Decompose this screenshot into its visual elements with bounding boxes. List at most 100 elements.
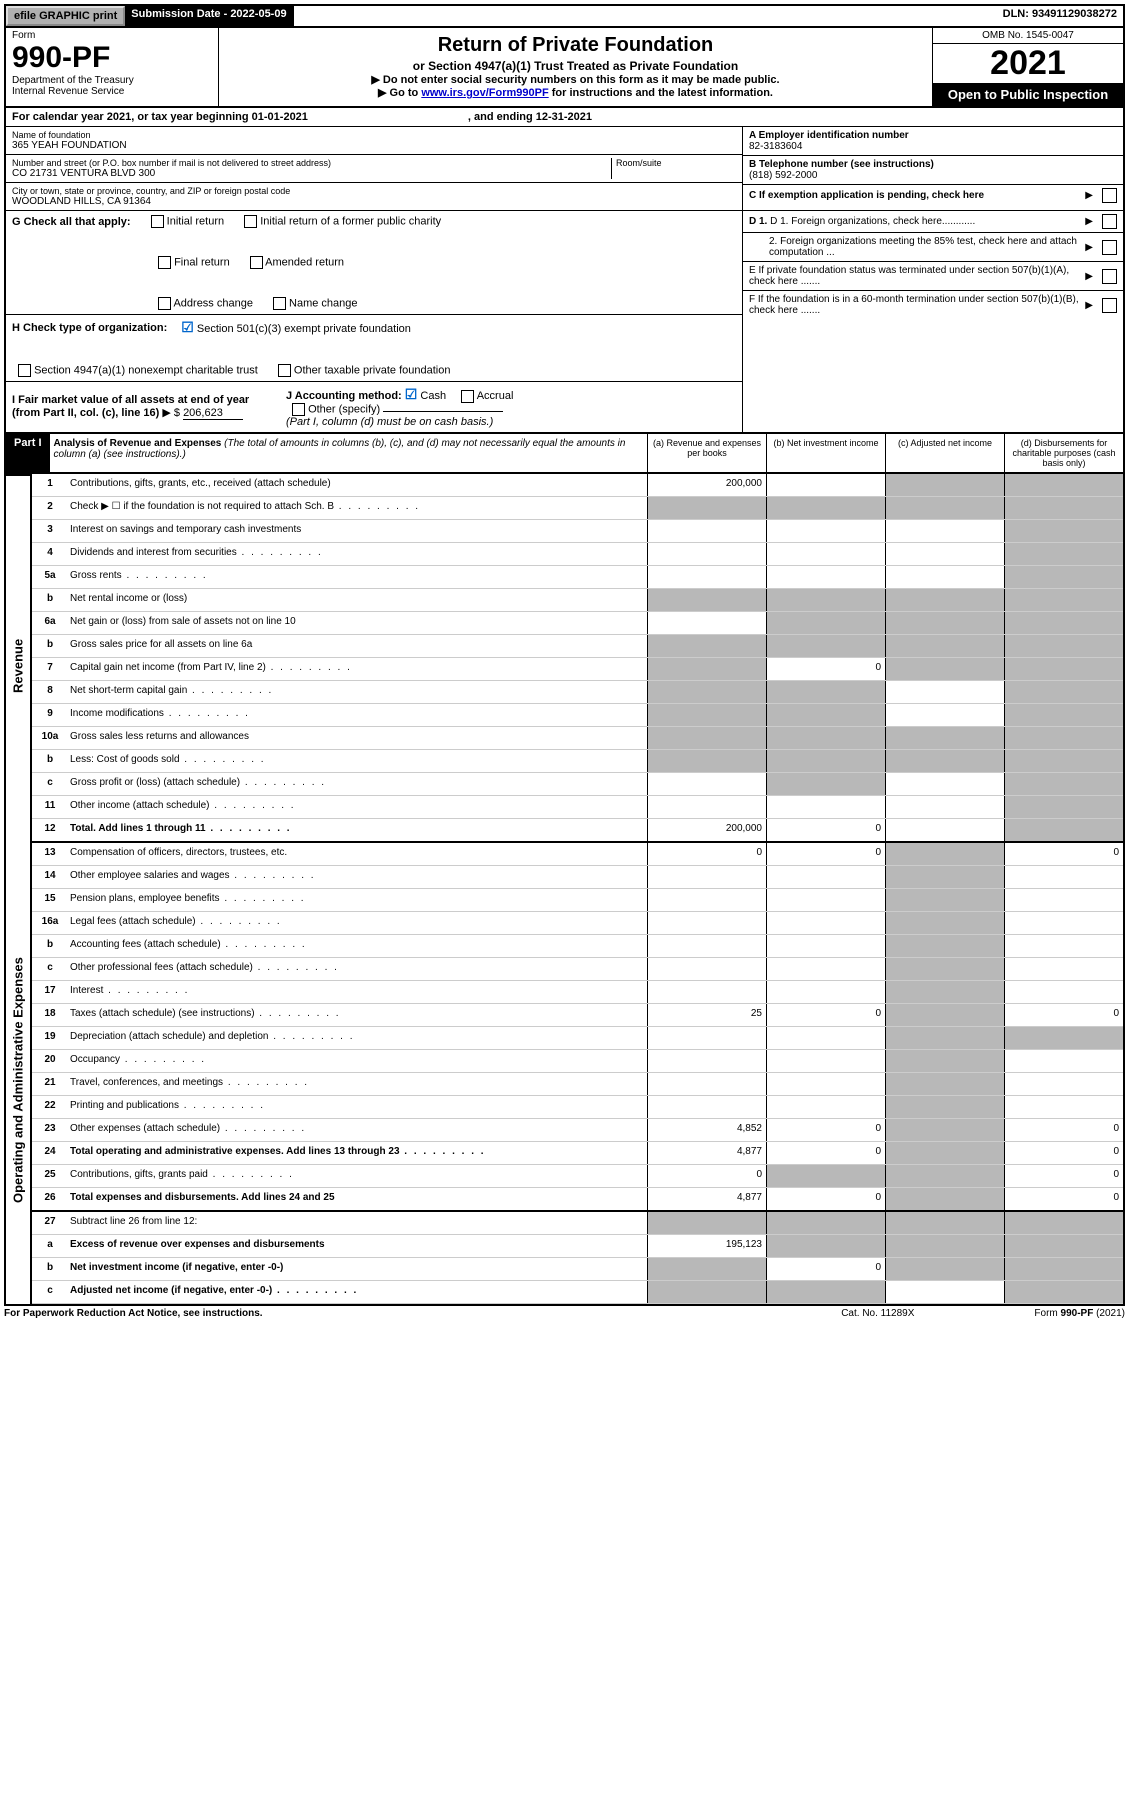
col-a-value bbox=[647, 658, 766, 680]
col-a-value bbox=[647, 1073, 766, 1095]
col-c-value bbox=[885, 796, 1004, 818]
col-a-value bbox=[647, 866, 766, 888]
col-c-header: (c) Adjusted net income bbox=[885, 434, 1004, 472]
table-row: 3Interest on savings and temporary cash … bbox=[32, 520, 1123, 543]
col-a-value bbox=[647, 635, 766, 657]
table-row: 5aGross rents bbox=[32, 566, 1123, 589]
irs-link[interactable]: www.irs.gov/Form990PF bbox=[421, 87, 548, 99]
line-number: 19 bbox=[32, 1027, 68, 1049]
table-row: 1Contributions, gifts, grants, etc., rec… bbox=[32, 474, 1123, 497]
col-a-value: 4,877 bbox=[647, 1188, 766, 1210]
line-number: 25 bbox=[32, 1165, 68, 1187]
line-number: c bbox=[32, 773, 68, 795]
col-c-value bbox=[885, 727, 1004, 749]
col-d-value bbox=[1004, 796, 1123, 818]
d1-checkbox[interactable] bbox=[1102, 214, 1117, 229]
col-b-value: 0 bbox=[766, 1119, 885, 1141]
col-b-value bbox=[766, 1281, 885, 1303]
part1-desc: Analysis of Revenue and Expenses (The to… bbox=[50, 434, 647, 472]
table-row: 9Income modifications bbox=[32, 704, 1123, 727]
col-d-header: (d) Disbursements for charitable purpose… bbox=[1004, 434, 1123, 472]
col-b-value bbox=[766, 635, 885, 657]
g-amended-checkbox[interactable] bbox=[250, 256, 263, 269]
line-desc: Check ▶ ☐ if the foundation is not requi… bbox=[68, 497, 647, 519]
line-desc: Contributions, gifts, grants, etc., rece… bbox=[68, 474, 647, 496]
g-name-checkbox[interactable] bbox=[273, 297, 286, 310]
dept-irs: Internal Revenue Service bbox=[12, 86, 212, 97]
form-subtitle: or Section 4947(a)(1) Trust Treated as P… bbox=[223, 59, 928, 73]
tax-year: 2021 bbox=[933, 44, 1123, 83]
line-number: 13 bbox=[32, 843, 68, 865]
line-desc: Net investment income (if negative, ente… bbox=[68, 1258, 647, 1280]
col-d-value bbox=[1004, 1212, 1123, 1234]
col-a-value bbox=[647, 727, 766, 749]
col-c-value bbox=[885, 819, 1004, 841]
j-cash-checkbox[interactable]: ☑ bbox=[405, 386, 418, 402]
e-checkbox[interactable] bbox=[1102, 269, 1117, 284]
col-b-value bbox=[766, 750, 885, 772]
line-desc: Gross rents bbox=[68, 566, 647, 588]
col-b-value: 0 bbox=[766, 1142, 885, 1164]
line-desc: Income modifications bbox=[68, 704, 647, 726]
line-number: 16a bbox=[32, 912, 68, 934]
g-address-checkbox[interactable] bbox=[158, 297, 171, 310]
vlabel-col: Revenue Operating and Administrative Exp… bbox=[6, 474, 32, 1304]
calendar-year-row: For calendar year 2021, or tax year begi… bbox=[4, 108, 1125, 127]
col-c-value bbox=[885, 1258, 1004, 1280]
line-desc: Pension plans, employee benefits bbox=[68, 889, 647, 911]
line-desc: Legal fees (attach schedule) bbox=[68, 912, 647, 934]
phone-cell: B Telephone number (see instructions) (8… bbox=[743, 156, 1123, 185]
g-initial-checkbox[interactable] bbox=[151, 215, 164, 228]
ij-row: I Fair market value of all assets at end… bbox=[6, 382, 742, 432]
line-number: b bbox=[32, 1258, 68, 1280]
ein-value: 82-3183604 bbox=[749, 141, 1117, 152]
col-c-value bbox=[885, 866, 1004, 888]
h-other-checkbox[interactable] bbox=[278, 364, 291, 377]
h-4947-checkbox[interactable] bbox=[18, 364, 31, 377]
col-d-value bbox=[1004, 1027, 1123, 1049]
table-row: 4Dividends and interest from securities bbox=[32, 543, 1123, 566]
j-other-input[interactable] bbox=[383, 411, 503, 412]
j-other-checkbox[interactable] bbox=[292, 403, 305, 416]
col-a-value bbox=[647, 1258, 766, 1280]
part1-header-row: Part I Analysis of Revenue and Expenses … bbox=[4, 434, 1125, 474]
col-b-value: 0 bbox=[766, 819, 885, 841]
line-desc: Compensation of officers, directors, tru… bbox=[68, 843, 647, 865]
col-a-value: 0 bbox=[647, 843, 766, 865]
name-label: Name of foundation bbox=[12, 130, 736, 140]
efile-print-button[interactable]: efile GRAPHIC print bbox=[6, 6, 125, 26]
i-value: 206,623 bbox=[183, 407, 243, 420]
col-b-value: 0 bbox=[766, 843, 885, 865]
col-b-value: 0 bbox=[766, 1004, 885, 1026]
phone-label: B Telephone number (see instructions) bbox=[749, 159, 1117, 170]
d2-checkbox[interactable] bbox=[1102, 240, 1117, 255]
col-c-value bbox=[885, 1165, 1004, 1187]
room-label: Room/suite bbox=[616, 158, 736, 168]
table-row: bNet investment income (if negative, ent… bbox=[32, 1258, 1123, 1281]
col-d-value bbox=[1004, 543, 1123, 565]
col-a-value bbox=[647, 704, 766, 726]
table-row: 6aNet gain or (loss) from sale of assets… bbox=[32, 612, 1123, 635]
check-right: D 1. D 1. Foreign organizations, check h… bbox=[742, 211, 1123, 432]
col-d-value bbox=[1004, 1281, 1123, 1303]
col-b-value bbox=[766, 912, 885, 934]
f-row: F If the foundation is in a 60-month ter… bbox=[743, 291, 1123, 319]
g-initial-former-checkbox[interactable] bbox=[244, 215, 257, 228]
f-checkbox[interactable] bbox=[1102, 298, 1117, 313]
line-desc: Interest bbox=[68, 981, 647, 1003]
c-checkbox[interactable] bbox=[1102, 188, 1117, 203]
g-final-checkbox[interactable] bbox=[158, 256, 171, 269]
line-number: 7 bbox=[32, 658, 68, 680]
col-a-value bbox=[647, 981, 766, 1003]
col-b-value bbox=[766, 1212, 885, 1234]
col-d-value bbox=[1004, 935, 1123, 957]
j-accrual-checkbox[interactable] bbox=[461, 390, 474, 403]
city-label: City or town, state or province, country… bbox=[12, 186, 736, 196]
h-501c3-checkbox[interactable]: ☑ bbox=[181, 319, 194, 335]
col-b-value: 0 bbox=[766, 658, 885, 680]
header-left: Form 990-PF Department of the Treasury I… bbox=[6, 28, 219, 106]
col-a-value bbox=[647, 958, 766, 980]
col-d-value bbox=[1004, 681, 1123, 703]
col-b-value bbox=[766, 1027, 885, 1049]
form-header: Form 990-PF Department of the Treasury I… bbox=[4, 28, 1125, 108]
